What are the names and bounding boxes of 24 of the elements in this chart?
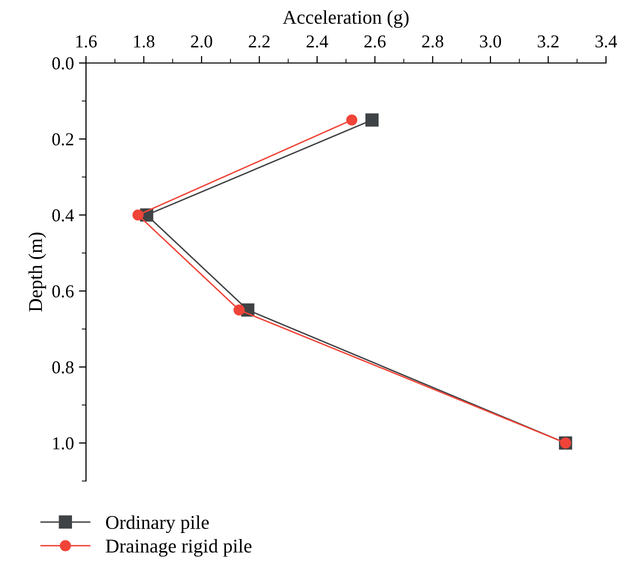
x-tick-label: 2.8 xyxy=(422,35,444,48)
point xyxy=(365,113,379,127)
x-tick-label: 3.4 xyxy=(596,35,618,48)
x-axis-title: Acceleration (g) xyxy=(282,10,409,28)
y-tick-label: 0.6 xyxy=(52,285,74,298)
y-tick-label: 1.0 xyxy=(53,437,74,450)
y-tick-label: 0.8 xyxy=(52,361,74,374)
y-tick-label: 0.0 xyxy=(52,57,74,70)
y-tick-label: 0.4 xyxy=(52,209,74,222)
point xyxy=(234,304,245,316)
point xyxy=(132,209,144,221)
legend-label: Ordinary pile xyxy=(106,515,209,534)
y-axis-title: Depth (m) xyxy=(28,232,46,312)
x-tick-label: 2.4 xyxy=(306,35,328,48)
x-tick-label: 3.0 xyxy=(480,35,502,48)
legend-label: Drainage rigid pile xyxy=(106,538,252,557)
point xyxy=(346,114,358,126)
y-tick-label: 0.2 xyxy=(52,133,74,146)
x-tick-label: 2.6 xyxy=(364,35,386,48)
x-tick-label: 3.2 xyxy=(538,35,559,48)
x-tick-label: 1.8 xyxy=(134,35,154,48)
x-tick-label: 1.6 xyxy=(76,35,97,48)
x-tick-label: 2.0 xyxy=(191,35,212,48)
x-tick-label: 2.2 xyxy=(248,35,270,48)
